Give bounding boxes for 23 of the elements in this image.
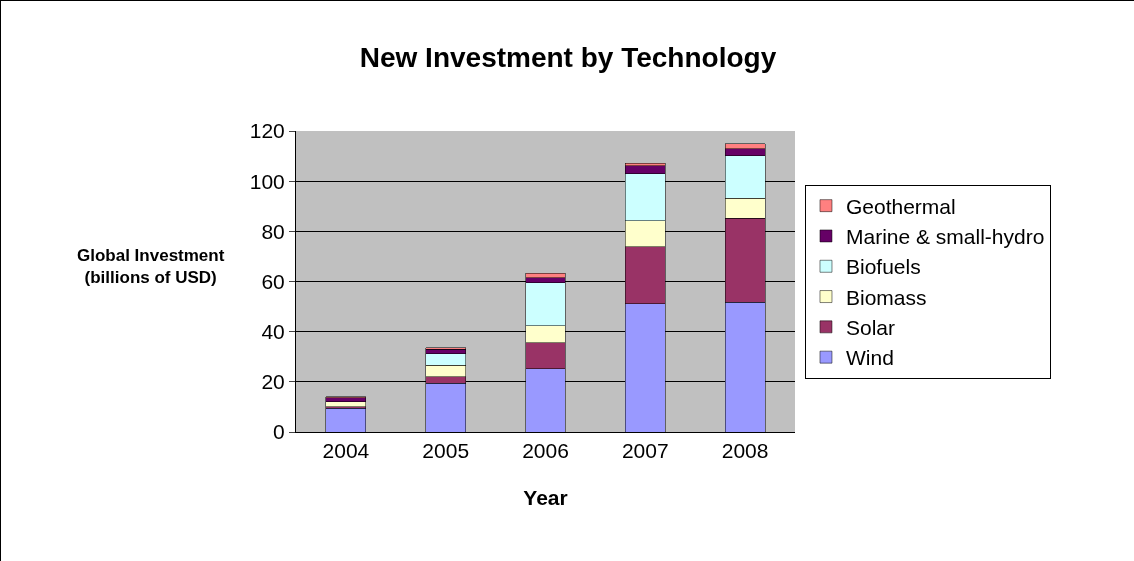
y-tick-label: 60 [261,269,285,293]
y-tick-label: 40 [261,320,285,344]
chart-title: New Investment by Technology [359,41,777,73]
x-tick-label: 2004 [322,439,370,463]
legend-label: Wind [845,346,894,370]
y-tick-label: 0 [273,420,285,444]
legend-label: Biofuels [845,255,921,279]
legend-label: Geothermal [845,194,956,218]
y-tick-label: 20 [261,370,285,394]
y-axis-title: Global Investment (billions of USD) [77,246,225,288]
legend-label: Marine & small-hydro [845,225,1045,249]
x-tick-label: 2005 [422,439,470,463]
legend-label: Solar [845,316,896,340]
x-tick-label: 2007 [621,439,669,463]
bar [325,401,367,407]
y-tick-label: 80 [261,219,285,243]
x-tick-label: 2008 [721,439,769,463]
legend-label: Biomass [845,285,927,309]
y-tick-label: 120 [249,119,285,143]
bar [525,272,566,279]
x-axis-title: Year [523,486,568,509]
y-tick-label: 100 [249,169,285,193]
x-tick-label: 2006 [522,439,569,463]
